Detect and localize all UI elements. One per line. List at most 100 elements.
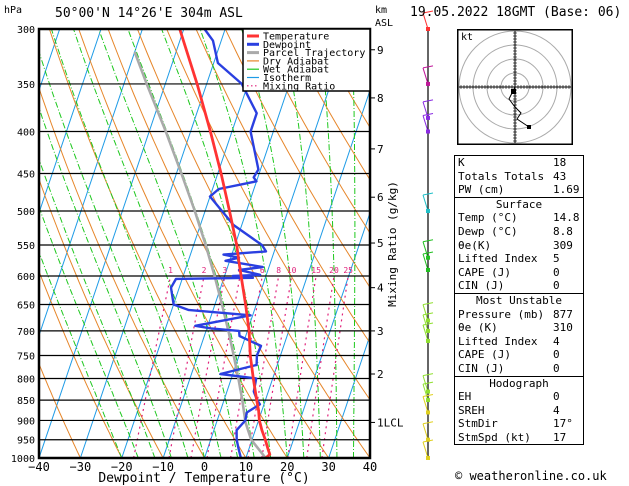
mixing-ratio-line bbox=[321, 275, 349, 458]
height-tick-label: 6 bbox=[377, 191, 384, 204]
indices-table: K 18 Totals Totals 43 PW (cm) 1.69 Surface … bbox=[454, 155, 584, 446]
mixing-ratio-label: 6 bbox=[260, 266, 265, 275]
wet-adiabat-line bbox=[282, 29, 321, 458]
wind-barb-flag bbox=[422, 251, 434, 255]
height-tick-label: 5 bbox=[377, 237, 384, 250]
wind-barb-staff bbox=[422, 441, 429, 459]
pressure-tick-label: 850 bbox=[17, 396, 35, 407]
legend-label: Parcel Trajectory bbox=[263, 48, 365, 59]
pressure-tick-label: 650 bbox=[17, 301, 35, 312]
wind-barb-flag bbox=[422, 99, 434, 103]
temperature-tick-label: 40 bbox=[363, 460, 377, 474]
index-row: θe (K) 310 bbox=[458, 321, 573, 335]
isotherm-line bbox=[39, 29, 143, 337]
wind-barb-flag bbox=[422, 65, 434, 69]
mixing-ratio-line bbox=[230, 275, 263, 458]
pressure-tick-label: 400 bbox=[17, 128, 35, 139]
location-title: 50°00'N 14°26'E 304m ASL bbox=[55, 6, 243, 21]
profiles bbox=[133, 29, 272, 458]
valid-time: 19.05.2022 18GMT (Base: 06) bbox=[410, 5, 622, 20]
height-tick-label: 4 bbox=[377, 282, 384, 295]
temperature-tick-label: 10 bbox=[239, 460, 253, 474]
legend-label: Temperature bbox=[263, 32, 329, 43]
wind-barb-staff bbox=[422, 241, 429, 258]
dry-adiabat-line bbox=[577, 29, 629, 458]
hodograph-section: Hodograph EH 0 SREH 4 StmDir 17° StmSpd (kt… bbox=[455, 377, 583, 446]
height-tick-label: 8 bbox=[377, 92, 384, 105]
pressure-axis: 300 350 400 450 500 550 600 650 700 750 800 850 900 9… bbox=[11, 25, 35, 465]
temperature-tick-label: −10 bbox=[152, 460, 174, 474]
wind-barb-flag bbox=[422, 239, 434, 243]
mixing-ratio-line bbox=[247, 275, 280, 458]
height-tick-label: 9 bbox=[377, 44, 384, 57]
section-title: Surface bbox=[495, 197, 543, 211]
index-row: CIN (J) 0 bbox=[458, 361, 560, 375]
wet-adiabat-line bbox=[39, 106, 172, 458]
section-title: Most Unstable bbox=[475, 293, 563, 307]
isotherm-line bbox=[121, 29, 268, 458]
index-row: Lifted Index 4 bbox=[458, 334, 560, 348]
wet-adiabat-line bbox=[319, 29, 338, 458]
index-row: StmDir 17° bbox=[458, 417, 573, 431]
temperature-tick-label: −30 bbox=[70, 460, 92, 474]
temperature-tick-label: −20 bbox=[111, 460, 133, 474]
mixing-ratio-label: 25 bbox=[343, 266, 353, 275]
isotherm-line bbox=[39, 29, 102, 215]
wind-barb-flag bbox=[422, 302, 434, 306]
wind-barb-flag bbox=[422, 322, 434, 326]
wind-barb-staff bbox=[422, 396, 429, 413]
wind-barb-flag bbox=[422, 192, 434, 196]
legend-label: Wet Adiabat bbox=[263, 65, 329, 76]
wind-barb-flag bbox=[422, 312, 434, 316]
isotherm-line bbox=[245, 88, 370, 458]
legend-label: Dewpoint bbox=[263, 40, 311, 51]
height-unit-km: km bbox=[375, 5, 388, 16]
pressure-tick-label: 800 bbox=[17, 374, 35, 385]
pressure-tick-label: 750 bbox=[17, 351, 35, 362]
index-row: Pressure (mb) 877 bbox=[458, 307, 573, 321]
pressure-tick-label: 500 bbox=[17, 207, 35, 218]
wind-barb-staff bbox=[422, 115, 429, 132]
wind-barb-staff bbox=[422, 423, 429, 440]
index-row: CAPE (J) 0 bbox=[458, 265, 560, 279]
x-axis-label: Dewpoint / Temperature (°C) bbox=[98, 471, 309, 486]
mixing-ratio-label: 1 bbox=[168, 266, 173, 275]
pressure-tick-label: 900 bbox=[17, 416, 35, 427]
mixing-ratio-line bbox=[168, 275, 205, 458]
pressure-tick-label: 1000 bbox=[11, 454, 35, 465]
mixing-ratio-line bbox=[261, 275, 293, 458]
wind-barb-staff bbox=[422, 194, 429, 212]
mixing-ratio-label: 20 bbox=[329, 266, 339, 275]
pressure-tick-label: 700 bbox=[17, 327, 35, 338]
wind-barb-flag bbox=[422, 373, 434, 377]
wet-adiabat-line bbox=[241, 29, 305, 458]
wind-barb-staff bbox=[422, 67, 429, 85]
pressure-tick-label: 450 bbox=[17, 169, 35, 180]
mixing-ratio-label: 10 bbox=[287, 266, 297, 275]
index-row: CIN (J) 0 bbox=[458, 279, 560, 293]
index-row: CAPE (J) 0 bbox=[458, 348, 560, 362]
wind-barb-staff bbox=[422, 314, 429, 332]
wind-barb-staff bbox=[422, 383, 429, 401]
temperature-tick-label: 30 bbox=[321, 460, 335, 474]
wind-barb-staff bbox=[422, 324, 429, 342]
height-tick-label: 7 bbox=[377, 143, 384, 156]
index-row: EH 0 bbox=[458, 390, 560, 404]
index-row: Temp (°C) 14.8 bbox=[458, 211, 580, 225]
index-row: PW (cm) 1.69 bbox=[458, 183, 580, 197]
credit[interactable]: © weatheronline.co.uk bbox=[455, 469, 607, 483]
hodograph: kt bbox=[457, 29, 573, 145]
legend-label: Mixing Ratio bbox=[263, 81, 335, 92]
wind-profile bbox=[422, 10, 434, 460]
mixing-ratio-line bbox=[190, 275, 226, 458]
indices-top: K 18 Totals Totals 43 PW (cm) 1.69 bbox=[455, 156, 583, 198]
parcel-trajectory-line bbox=[133, 51, 267, 458]
isotherm-line bbox=[328, 333, 370, 458]
wind-barb-flag bbox=[422, 439, 434, 443]
height-unit: km ASL bbox=[375, 4, 393, 30]
mixing-ratio-line bbox=[306, 275, 335, 458]
surface-section: Surface Temp (°C) 14.8 Dewp (°C) 8.8 θe(K)… bbox=[455, 198, 583, 294]
index-row: θe(K) 309 bbox=[458, 238, 573, 252]
wind-barb-staff bbox=[422, 253, 429, 271]
